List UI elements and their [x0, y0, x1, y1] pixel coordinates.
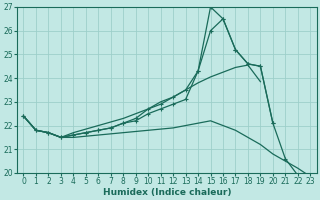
X-axis label: Humidex (Indice chaleur): Humidex (Indice chaleur) — [103, 188, 231, 197]
